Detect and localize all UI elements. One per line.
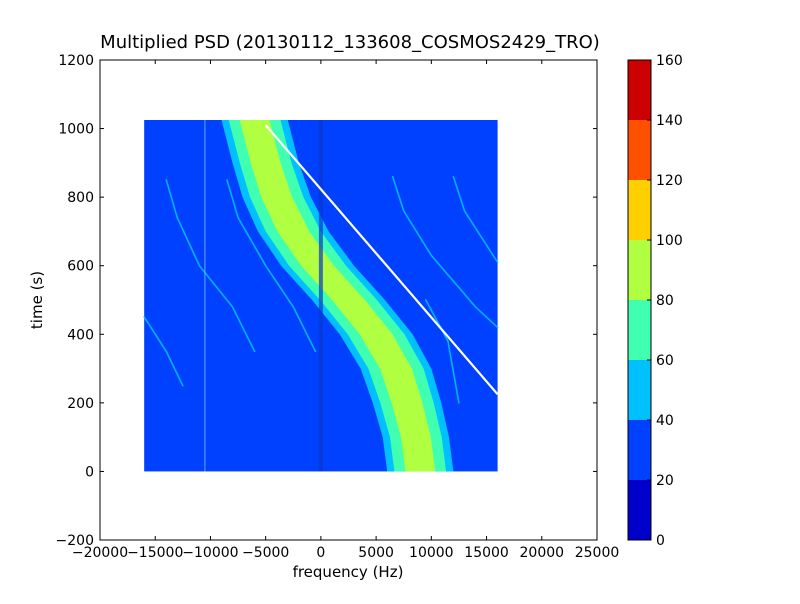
y-tick-label: 800 <box>67 190 94 206</box>
faint-track-6 <box>425 299 460 404</box>
y-tick-label: 600 <box>67 259 94 275</box>
faint-track-1 <box>165 179 256 353</box>
colorbar-tick-label: 60 <box>656 353 674 369</box>
x-tick-label: −10000 <box>182 545 238 561</box>
colorbar-tick-label: 100 <box>656 233 683 249</box>
colorbar-segment <box>628 240 651 300</box>
colorbar-segment <box>628 300 651 360</box>
x-tick-label: 20000 <box>520 545 565 561</box>
y-tick-label: 0 <box>85 464 94 480</box>
main-band-level-3 <box>239 120 436 472</box>
x-axis: −20000−15000−10000 −5000 0 5000 10000 15000 20… <box>72 60 619 561</box>
colorbar-segment <box>628 180 651 240</box>
x-tick-label: −5000 <box>242 545 289 561</box>
chart-title: Multiplied PSD (20130112_133608_COSMOS24… <box>100 32 600 53</box>
faint-track-4 <box>391 175 499 329</box>
x-tick-label: −15000 <box>127 545 183 561</box>
x-tick-label: 5000 <box>358 545 394 561</box>
colorbar-tick-label: 120 <box>656 173 683 189</box>
colorbar-tick-label: 160 <box>656 53 683 69</box>
x-axis-label: frequency (Hz) <box>293 563 404 581</box>
heatmap-image <box>143 120 499 472</box>
plot-area-frame <box>99 59 598 541</box>
colorbar-segment <box>628 360 651 420</box>
colorbar-tick-label: 40 <box>656 413 674 429</box>
y-axis-label: time (s) <box>28 271 46 329</box>
colorbar-tick-label: 140 <box>656 113 683 129</box>
faint-track-5 <box>452 175 499 264</box>
y-tick-label: 1000 <box>58 122 94 138</box>
colorbar-segment <box>628 480 651 540</box>
y-tick-label: 1200 <box>58 53 94 69</box>
x-tick-label: −20000 <box>72 545 128 561</box>
faint-track-2 <box>226 179 317 353</box>
white-line <box>264 124 499 396</box>
colorbar-tick-label: 80 <box>656 293 674 309</box>
y-tick-label: 200 <box>67 396 94 412</box>
colorbar-segment <box>628 120 651 180</box>
faint-track-3 <box>143 316 184 387</box>
y-axis: −200 0 200 400 600 800 1000 1200 <box>56 53 597 549</box>
x-tick-label: 10000 <box>409 545 454 561</box>
colorbar-segment <box>628 420 651 480</box>
colorbar-segment <box>628 60 651 120</box>
colorbar: 0 20 40 60 80 100 120 140 160 <box>627 53 683 549</box>
x-tick-label: 0 <box>316 545 325 561</box>
colorbar-tick-label: 20 <box>656 473 674 489</box>
y-tick-label: 400 <box>67 327 94 343</box>
y-tick-label: −200 <box>56 533 94 549</box>
colorbar-tick-label: 0 <box>656 533 665 549</box>
x-tick-label: 25000 <box>575 545 620 561</box>
x-tick-label: 15000 <box>464 545 509 561</box>
